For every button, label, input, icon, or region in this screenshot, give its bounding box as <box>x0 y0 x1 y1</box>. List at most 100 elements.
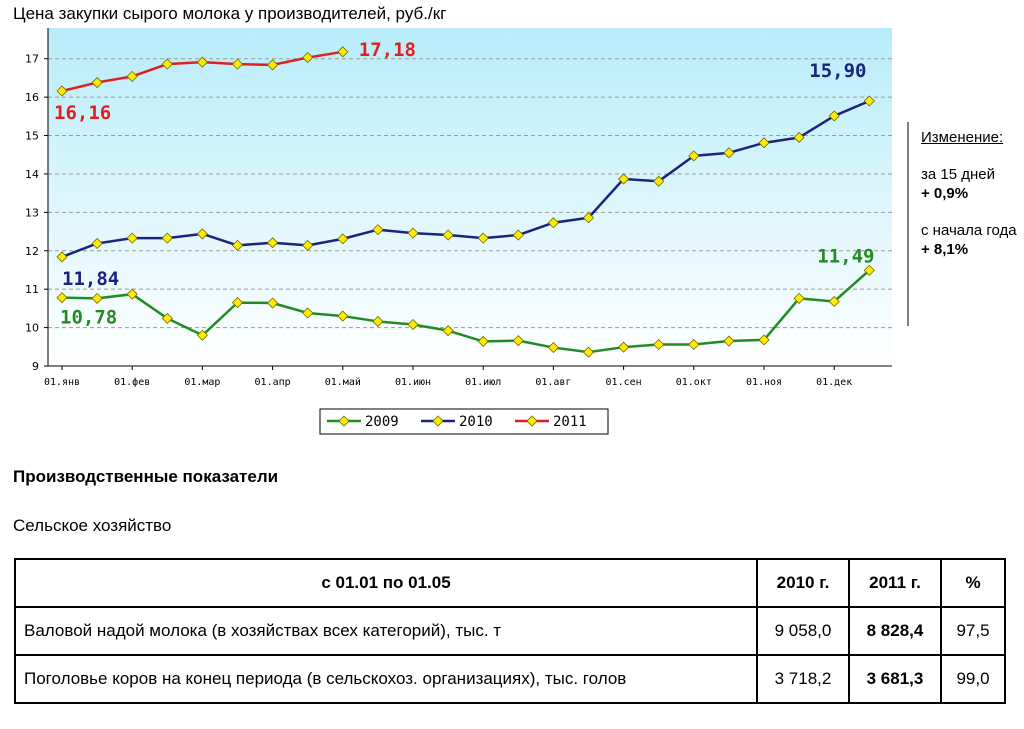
y-tick-label: 14 <box>25 168 39 181</box>
data-point-2009 <box>407 318 419 331</box>
axis-labels: 9 10 11 12 13 14 15 16 17 01.янв 01.фев 01.мар 01.ап… <box>25 53 852 388</box>
chart-title: Цена закупки сырого молока у производите… <box>13 4 447 23</box>
data-point-2009 <box>196 329 208 341</box>
data-point-2010 <box>582 212 595 224</box>
start-value-label-2011: 16,16 <box>54 102 111 124</box>
y-tick-label: 16 <box>25 91 39 104</box>
x-tick-label: 01.апр <box>255 377 291 388</box>
data-point-2009 <box>126 288 138 300</box>
data-point-2010 <box>442 229 454 241</box>
data-point-2010 <box>231 239 244 251</box>
data-point-2010 <box>828 110 840 122</box>
x-tick-label: 01.мар <box>184 377 220 388</box>
data-point-2009 <box>547 341 559 354</box>
x-tick-label: 01.май <box>325 376 361 388</box>
data-point-2009 <box>758 334 770 346</box>
data-point-2010 <box>91 237 103 250</box>
table-header-2010: 2010 г. <box>756 558 850 608</box>
data-point-2009 <box>723 335 735 347</box>
x-tick-label: 01.янв <box>44 377 80 388</box>
table-cell-indicator: Поголовье коров на конец периода (в сель… <box>14 654 758 704</box>
milk-price-chart: 9 10 11 12 13 14 15 16 17 01.янв 01.фев 01.мар 01.ап… <box>25 28 892 435</box>
end-value-label-2009: 11,49 <box>817 245 874 267</box>
data-point-2009 <box>91 292 103 304</box>
series-line-2010 <box>61 99 870 259</box>
change-heading: Изменение: <box>921 129 1004 146</box>
table-cell-percent: 99,0 <box>940 654 1006 704</box>
table-header-2011: 2011 г. <box>848 558 942 608</box>
data-point-2009 <box>863 264 875 276</box>
data-point-2010 <box>618 173 630 185</box>
data-point-2010 <box>407 227 419 239</box>
section-title: Производственные показатели <box>13 467 279 486</box>
chart-legend: 2009 2010 2011 <box>319 408 609 435</box>
table-cell-2010: 9 058,0 <box>756 606 850 656</box>
data-point-2011 <box>126 70 138 82</box>
table-header-percent: % <box>940 558 1006 608</box>
data-point-2009 <box>372 315 384 328</box>
data-point-2011 <box>302 52 314 64</box>
table-cell-2011: 8 828,4 <box>848 606 942 656</box>
y-tick-label: 17 <box>25 53 39 66</box>
data-point-2009 <box>618 341 630 353</box>
x-tick-label: 01.авг <box>535 377 571 388</box>
legend-box <box>319 408 609 435</box>
x-tick-label: 01.сен <box>606 377 642 388</box>
data-point-2011 <box>161 58 173 70</box>
legend-label-2011: 2011 <box>553 414 587 430</box>
production-table: с 01.01 по 01.05 2010 г. 2011 г. % Валов… <box>14 558 1006 704</box>
data-point-2009 <box>442 325 454 337</box>
data-point-2009 <box>267 297 279 309</box>
legend-marker-2011 <box>526 415 538 427</box>
table-cell-2010: 3 718,2 <box>756 654 850 704</box>
data-point-2009 <box>512 335 524 347</box>
legend-marker-2010 <box>432 415 444 427</box>
data-point-2010 <box>758 137 770 149</box>
end-value-label-2010: 15,90 <box>809 60 866 82</box>
data-point-2010 <box>793 131 805 144</box>
data-point-2010 <box>196 228 208 240</box>
data-point-2010 <box>302 239 314 251</box>
data-point-2009 <box>582 346 595 358</box>
table-cell-percent: 97,5 <box>940 606 1006 656</box>
data-point-2010 <box>477 232 489 244</box>
data-point-2009 <box>302 307 314 319</box>
data-point-2010 <box>267 237 279 249</box>
data-point-2010 <box>56 251 68 263</box>
data-point-2010 <box>337 233 349 245</box>
data-point-2009 <box>688 338 700 351</box>
change-period2-value: + 8,1% <box>921 241 969 258</box>
data-point-2009 <box>337 310 349 322</box>
legend-marker-2009 <box>338 415 350 427</box>
data-point-2010 <box>161 232 173 244</box>
table-header-period: с 01.01 по 01.05 <box>14 558 758 608</box>
table-cell-2011: 3 681,3 <box>848 654 942 704</box>
table-header-row: с 01.01 по 01.05 2010 г. 2011 г. % <box>14 558 1006 608</box>
x-tick-label: 01.дек <box>816 377 852 388</box>
data-point-2010 <box>688 150 700 162</box>
data-point-2010 <box>653 175 665 187</box>
data-point-2010 <box>512 229 524 241</box>
y-tick-label: 15 <box>25 130 39 143</box>
y-tick-label: 13 <box>25 206 39 219</box>
plot-area <box>48 28 892 366</box>
value-labels: 10,78 11,49 11,84 15,90 16,16 17,18 <box>54 39 875 329</box>
table-cell-indicator: Валовой надой молока (в хозяйствах всех … <box>14 606 758 656</box>
data-point-2009 <box>56 292 68 304</box>
start-value-label-2009: 10,78 <box>60 307 117 329</box>
data-point-2010 <box>372 224 384 236</box>
data-point-2011 <box>56 85 68 97</box>
legend-label-2009: 2009 <box>365 414 399 430</box>
end-value-label-2011: 17,18 <box>359 39 416 61</box>
data-point-2009 <box>477 335 489 347</box>
x-tick-label: 01.июл <box>465 377 501 388</box>
series-lines <box>56 46 875 358</box>
change-period1-value: + 0,9% <box>921 185 969 202</box>
data-point-2010 <box>863 95 875 107</box>
y-tick-label: 9 <box>32 360 39 373</box>
x-tick-label: 01.окт <box>676 377 712 388</box>
data-point-2009 <box>653 338 665 351</box>
y-tick-label: 12 <box>25 245 39 258</box>
data-point-2011 <box>267 59 279 71</box>
data-point-2011 <box>337 46 349 58</box>
